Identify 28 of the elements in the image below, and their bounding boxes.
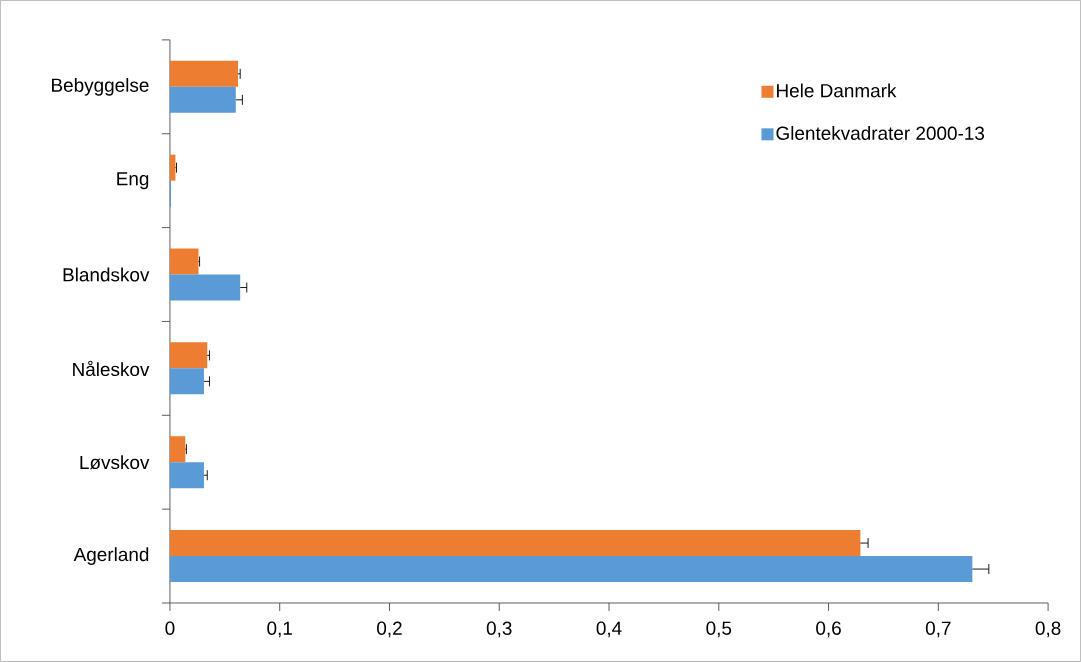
y-tick-label: Agerland bbox=[73, 547, 149, 565]
bar bbox=[169, 368, 204, 395]
bar bbox=[169, 342, 208, 369]
y-tick-label: Løvskov bbox=[80, 455, 150, 470]
x-tick-label: 0,7 bbox=[925, 621, 951, 638]
bar bbox=[169, 154, 176, 181]
bar bbox=[169, 436, 186, 463]
x-tick-label: 0 bbox=[165, 621, 175, 635]
legend-label: Hele Danmark bbox=[777, 83, 897, 98]
x-tick-label: 0,1 bbox=[267, 621, 292, 638]
x-tick-label: 0,6 bbox=[816, 621, 841, 638]
bar bbox=[169, 86, 236, 113]
x-tick-label: 0,8 bbox=[1035, 621, 1061, 638]
y-tick-label: Nåleskov bbox=[73, 360, 150, 377]
y-tick-label: Bebyggelse bbox=[52, 78, 149, 96]
bar bbox=[169, 462, 204, 489]
bar bbox=[169, 530, 861, 557]
x-tick-label: 0,5 bbox=[706, 621, 732, 638]
legend-label: Glentekvadrater 2000-13 bbox=[776, 126, 985, 140]
x-tick-label: 0,2 bbox=[377, 621, 402, 638]
x-tick-label: 0,4 bbox=[596, 621, 622, 638]
bar bbox=[169, 556, 973, 583]
bar bbox=[169, 248, 199, 275]
x-tick-label: 0,3 bbox=[486, 621, 512, 638]
y-tick-label: Eng bbox=[117, 172, 149, 190]
bar bbox=[169, 274, 241, 301]
y-tick-label: Blandskov bbox=[63, 267, 150, 282]
bar bbox=[169, 60, 238, 87]
